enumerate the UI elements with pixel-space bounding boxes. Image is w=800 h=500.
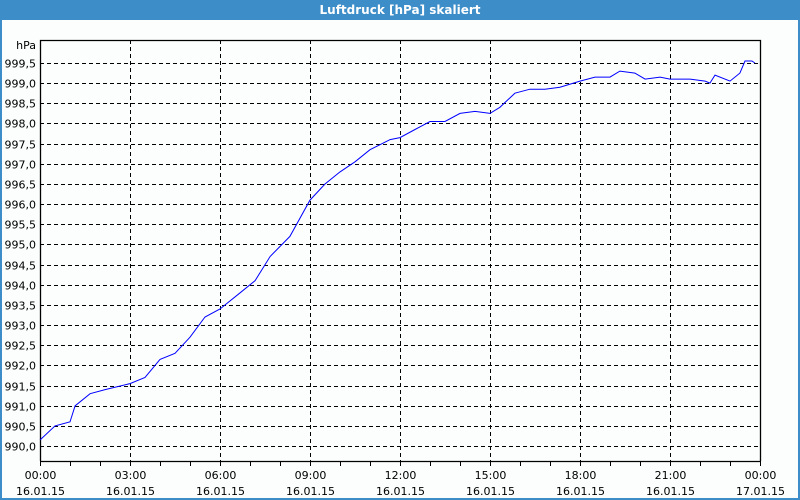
y-tick-label: 994,0: [5, 280, 37, 293]
y-tick-label: 990,5: [5, 421, 37, 434]
y-tick-label: 995,0: [5, 239, 37, 252]
y-tick-label: 994,5: [5, 260, 37, 273]
x-tick-date: 16.01.15: [286, 485, 335, 498]
y-tick-label: 998,5: [5, 98, 37, 111]
y-tick-label: 993,5: [5, 300, 37, 313]
plot-frame: [39, 39, 762, 461]
window-title: Luftdruck [hPa] skaliert: [0, 0, 800, 20]
x-tick-time: 03:00: [115, 469, 147, 482]
x-tick-time: 12:00: [385, 469, 417, 482]
y-tick-label: 999,0: [5, 78, 37, 91]
x-tick-date: 16.01.15: [16, 485, 65, 498]
y-tick-label: 991,0: [5, 401, 37, 414]
x-tick-date: 17.01.15: [736, 485, 785, 498]
y-tick-label: 997,5: [5, 139, 37, 152]
y-tick-label: 997,0: [5, 159, 37, 172]
y-tick-label: 998,0: [5, 118, 37, 131]
x-tick-time: 00:00: [25, 469, 57, 482]
y-tick-label: 992,5: [5, 340, 37, 353]
x-tick-time: 06:00: [205, 469, 237, 482]
y-tick-label: 991,5: [5, 381, 37, 394]
x-tick-date: 16.01.15: [466, 485, 515, 498]
x-tick-date: 16.01.15: [106, 485, 155, 498]
x-tick-time: 00:00: [745, 469, 777, 482]
y-tick-label: 995,5: [5, 219, 37, 232]
y-tick-label: 993,0: [5, 320, 37, 333]
x-tick-time: 21:00: [655, 469, 687, 482]
y-axis-label: hPa: [16, 39, 36, 52]
y-tick-label: 992,0: [5, 360, 37, 373]
x-tick-date: 16.01.15: [646, 485, 695, 498]
y-tick-label: 999,5: [5, 58, 37, 71]
x-tick-time: 09:00: [295, 469, 327, 482]
x-tick-date: 16.01.15: [376, 485, 425, 498]
y-tick-label: 996,5: [5, 179, 37, 192]
y-tick-label: 996,0: [5, 199, 37, 212]
x-tick-time: 15:00: [475, 469, 507, 482]
x-tick-time: 18:00: [565, 469, 597, 482]
x-tick-date: 16.01.15: [556, 485, 605, 498]
y-tick-label: 990,0: [5, 441, 37, 454]
x-tick-date: 16.01.15: [196, 485, 245, 498]
pressure-line: [39, 60, 756, 441]
